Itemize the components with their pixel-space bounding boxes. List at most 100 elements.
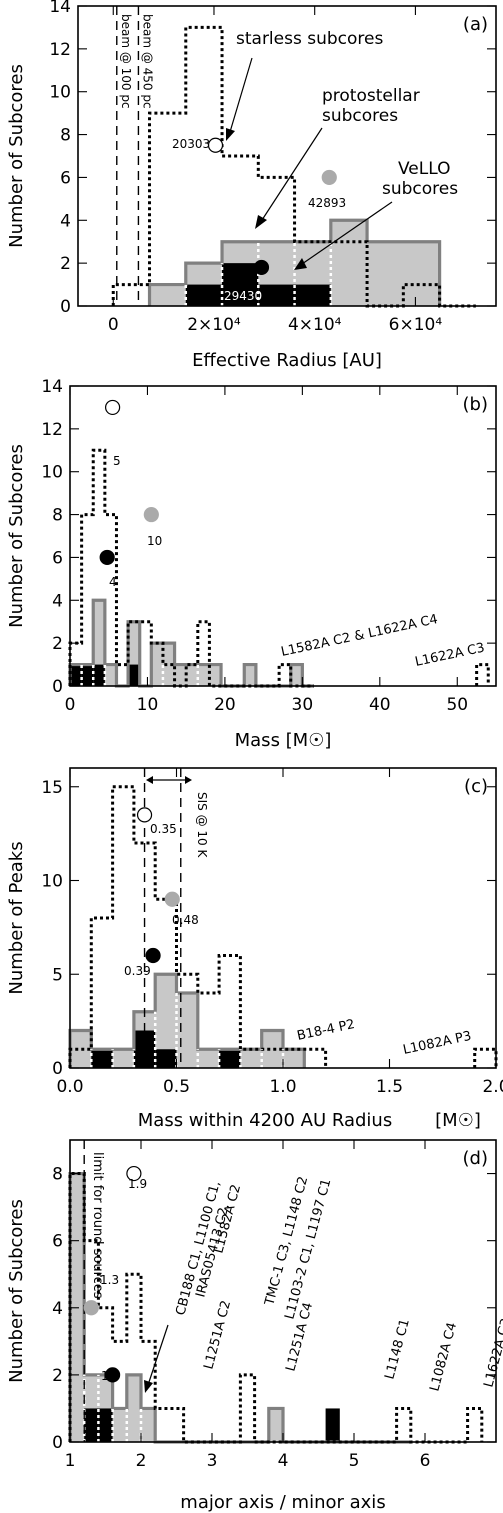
vello-bar — [93, 664, 105, 686]
arrow-annotation — [147, 1324, 169, 1386]
x-axis-label: Mass within 4200 AU Radius — [138, 1110, 392, 1131]
x-tick-label: 30 — [292, 695, 314, 715]
annotation-protostellar: subcores — [322, 106, 398, 126]
y-tick-label: 2 — [52, 634, 63, 654]
x-tick-label: 4×10⁴ — [288, 315, 342, 335]
y-axis-label: Number of Subcores — [6, 64, 27, 248]
y-tick-label: 4 — [52, 1299, 63, 1319]
median-label: 5 — [113, 454, 121, 468]
panel-0: beam @ 100 pc beam @ 450 pc 0 2×10⁴ 4×10⁴ 6×1… — [6, 0, 497, 371]
vello-bar — [133, 1030, 156, 1068]
median-marker-open — [104, 399, 121, 416]
vello-bar — [70, 664, 82, 686]
arrow-starless — [229, 57, 253, 133]
source-annotation: L1251A C2 — [201, 1299, 234, 1371]
x-tick-label: 0 — [108, 315, 119, 335]
x-axis-label: major axis / minor axis — [180, 1492, 385, 1513]
protostellar-histogram — [68, 1171, 411, 1444]
x-tick-label: 5 — [349, 1451, 360, 1471]
median-label: 0.48 — [172, 913, 199, 927]
annotation-vello: subcores — [382, 179, 458, 199]
annotation-protostellar: protostellar — [322, 86, 420, 106]
starless-histogram — [68, 1172, 484, 1444]
panel-label: (d) — [463, 1148, 488, 1169]
x-tick-label: 2 — [136, 1451, 147, 1471]
starless-histogram — [68, 448, 314, 688]
x-tick-label: 2×10⁴ — [187, 315, 241, 335]
median-marker-black — [99, 549, 115, 566]
median-label: 0.39 — [124, 964, 151, 978]
median-marker-open — [126, 1165, 142, 1182]
x-axis-unit: [M☉] — [435, 1110, 481, 1131]
panel-2: 0.0 0.5 1.0 1.5 2.0 0 5 10 15 Mass within 4200 AU… — [6, 767, 503, 1131]
source-annotation: L1082A C4 — [427, 1321, 460, 1393]
annotation-vello: VeLLO — [398, 159, 451, 179]
vello-bar — [81, 664, 94, 686]
reference-line-label: beam @ 450 pc — [140, 14, 154, 109]
y-tick-label: 8 — [60, 126, 71, 146]
plot-frame — [77, 5, 497, 307]
vello-bar — [219, 1049, 241, 1068]
y-tick-label: 2 — [52, 1366, 63, 1386]
x-axis-label: Effective Radius [AU] — [192, 350, 382, 371]
y-axis-label: Number of Subcores — [6, 1199, 27, 1383]
median-marker-grey — [83, 1300, 99, 1316]
starless-histogram — [475, 663, 490, 686]
arrow-protostellar — [261, 127, 323, 221]
panel-label: (c) — [464, 776, 488, 797]
median-marker-black — [253, 259, 270, 276]
arrowhead-icon — [294, 258, 307, 270]
plot-frame — [69, 385, 497, 687]
arrowhead-icon — [144, 1380, 153, 1393]
y-axis-label: Number of Peaks — [6, 841, 27, 994]
annotation-outlier: L1582A C2 & L1622A C4 — [280, 612, 439, 660]
y-tick-label: 4 — [52, 591, 63, 611]
protostellar-fill — [70, 974, 305, 1068]
x-tick-label: 20 — [214, 695, 236, 715]
starless-histogram — [473, 1047, 498, 1068]
y-tick-label: 14 — [41, 377, 63, 397]
vello-bar — [258, 284, 295, 306]
annotation-starless: starless subcores — [236, 29, 383, 49]
y-tick-label: 0 — [52, 1059, 63, 1079]
reference-line-label: beam @ 100 pc — [119, 14, 133, 109]
vello-bar — [155, 1049, 177, 1068]
y-tick-label: 6 — [52, 1232, 63, 1252]
y-tick-label: 6 — [60, 168, 71, 188]
y-tick-label: 2 — [60, 254, 71, 274]
annotation-outlier: B18-4 P2 — [296, 1017, 357, 1044]
x-tick-label: 50 — [446, 695, 468, 715]
median-marker-open — [207, 137, 224, 153]
median-label: 1.3 — [100, 1273, 119, 1287]
median-label: 1.9 — [128, 1177, 147, 1191]
arrowhead-icon — [185, 776, 192, 784]
vello-bar — [84, 1408, 99, 1442]
y-tick-label: 0 — [60, 297, 71, 317]
panel-1: 0 10 20 30 40 50 0 2 4 6 8 10 12 14 Mass [M☉] Number of… — [6, 377, 497, 751]
source-annotation: L1148 C1 — [382, 1317, 412, 1381]
vello-bar — [98, 1408, 113, 1442]
x-tick-label: 2.0 — [482, 1077, 503, 1097]
sis-label: SIS @ 10 K — [195, 792, 209, 858]
y-tick-label: 0 — [52, 677, 63, 697]
y-tick-label: 8 — [52, 506, 63, 526]
median-label: 29430 — [224, 289, 262, 303]
protostellar-fill — [70, 600, 314, 686]
panel-label: (a) — [463, 14, 488, 35]
vello-bar — [325, 1408, 340, 1442]
y-tick-label: 12 — [49, 40, 71, 60]
median-marker-black — [104, 1367, 121, 1383]
median-marker-grey — [164, 891, 180, 907]
starless-histogram — [68, 785, 328, 1068]
median-marker-black — [145, 947, 161, 964]
x-tick-label: 6×10⁴ — [389, 315, 443, 335]
x-tick-label: 1.5 — [376, 1077, 403, 1097]
x-tick-label: 4 — [278, 1451, 289, 1471]
annotation-outlier: L1082A P3 — [402, 1029, 473, 1058]
y-tick-label: 8 — [52, 1165, 63, 1185]
y-tick-label: 15 — [41, 778, 63, 798]
median-label: 4 — [109, 575, 117, 589]
y-tick-label: 10 — [41, 463, 63, 483]
median-label: 10 — [147, 534, 162, 548]
